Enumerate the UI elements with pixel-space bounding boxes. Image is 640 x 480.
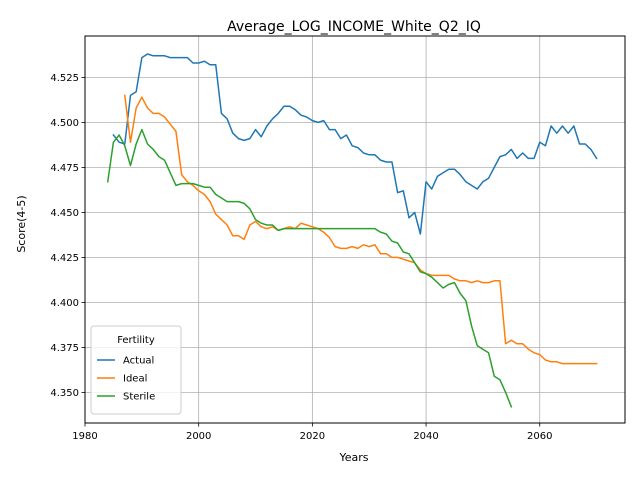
legend-label-actual: Actual (123, 356, 154, 367)
x-tick-label: 2020 (300, 431, 325, 442)
x-axis-label: Years (338, 451, 368, 464)
y-tick-label: 4.375 (50, 343, 79, 354)
grid-lines (84, 36, 625, 423)
chart-title: Average_LOG_INCOME_White_Q2_IQ (227, 19, 481, 35)
legend-label-ideal: Ideal (123, 374, 147, 385)
y-tick-label: 4.500 (50, 118, 79, 129)
legend-label-sterile: Sterile (123, 392, 155, 403)
x-tick-label: 2060 (527, 431, 552, 442)
legend-box (90, 325, 182, 415)
y-tick-label: 4.475 (50, 163, 79, 174)
y-tick-label: 4.450 (50, 208, 79, 219)
x-axis: 1980 2000 2020 2040 2060 (72, 423, 552, 442)
y-tick-label: 4.525 (50, 73, 79, 84)
y-axis-label: Score(4-5) (15, 195, 28, 252)
series-line-ideal (123, 94, 598, 365)
y-tick-label: 4.425 (50, 253, 79, 264)
x-tick-label: 1980 (72, 431, 97, 442)
series-line-sterile (106, 128, 513, 408)
series-line-actual (112, 53, 598, 235)
x-tick-label: 2000 (186, 431, 211, 442)
legend-title: Fertility (117, 335, 155, 346)
x-tick-label: 2040 (413, 431, 438, 442)
y-tick-label: 4.400 (50, 298, 79, 309)
legend: Fertility Actual Ideal Sterile (90, 325, 182, 415)
y-axis: 4.350 4.375 4.400 4.425 4.450 4.475 4.500 4.525 (50, 73, 85, 399)
series-layer (106, 53, 598, 408)
plot-frame (84, 35, 626, 424)
y-tick-label: 4.350 (50, 388, 79, 399)
